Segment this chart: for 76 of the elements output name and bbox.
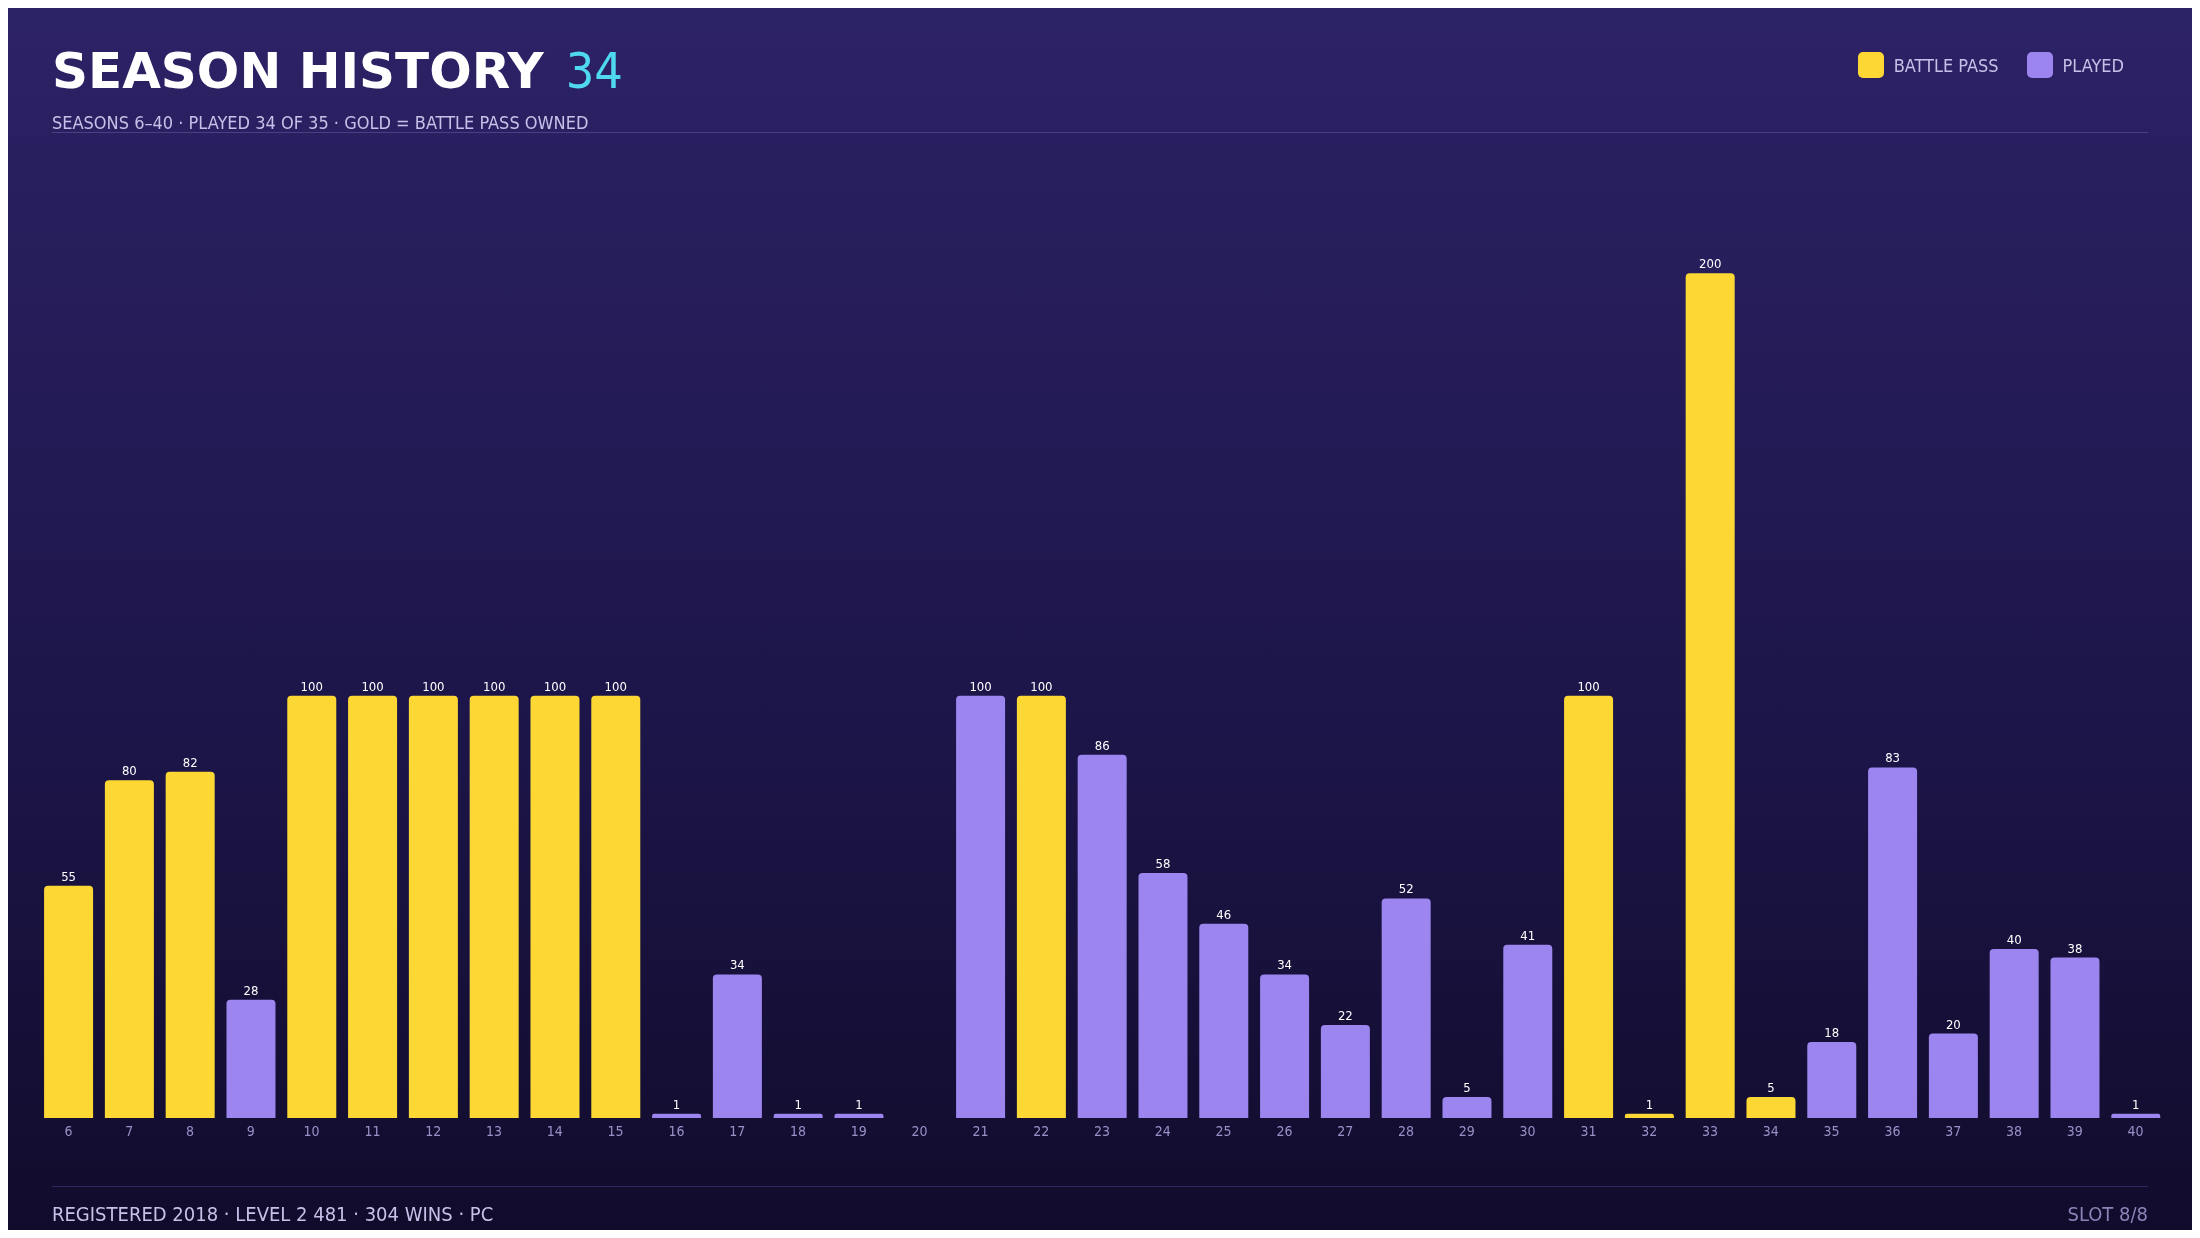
legend-label: PLAYED xyxy=(2061,53,2124,78)
x-tick-label: 32 xyxy=(1641,1122,1658,1139)
data-label: 100 xyxy=(361,678,384,694)
data-label: 1 xyxy=(2132,1096,2140,1112)
data-label: 34 xyxy=(1277,957,1293,973)
data-label: 40 xyxy=(2006,932,2022,948)
data-label: 83 xyxy=(1885,750,1901,766)
data-label: 100 xyxy=(604,678,627,694)
x-tick-label: 28 xyxy=(1397,1122,1415,1139)
x-tick-label: 10 xyxy=(303,1122,320,1139)
x-tick-label: 34 xyxy=(1762,1122,1779,1139)
text: REGISTERED 2018 · LEVEL 2 481 · 304 WINS · PC xyxy=(52,1202,494,1226)
data-label: 100 xyxy=(1030,678,1053,694)
x-tick-label: 11 xyxy=(364,1122,381,1139)
x-tick-label: 24 xyxy=(1154,1122,1171,1139)
x-tick-label: 20 xyxy=(911,1122,928,1139)
data-label: 86 xyxy=(1094,737,1110,753)
data-label: 52 xyxy=(1398,881,1414,897)
data-label: 100 xyxy=(969,678,992,694)
text: 34 xyxy=(565,42,623,100)
x-tick-label: 27 xyxy=(1337,1122,1354,1139)
x-tick-label: 30 xyxy=(1519,1122,1536,1139)
x-tick-label: 31 xyxy=(1580,1122,1597,1139)
x-tick-label: 21 xyxy=(972,1122,989,1139)
data-label: 58 xyxy=(1155,856,1171,872)
data-label: 55 xyxy=(61,868,77,884)
x-tick-label: 9 xyxy=(246,1122,255,1139)
x-tick-label: 38 xyxy=(2005,1122,2023,1139)
data-label: 1 xyxy=(855,1096,863,1112)
x-tick-label: 36 xyxy=(1884,1122,1901,1139)
x-tick-label: 22 xyxy=(1033,1122,1050,1139)
x-tick-label: 16 xyxy=(668,1122,685,1139)
chart-subtitle: SEASONS 6–40 · PLAYED 34 OF 35 · GOLD = BATTLE PASS OWNED xyxy=(52,112,589,133)
data-label: 46 xyxy=(1216,906,1232,922)
data-label: 100 xyxy=(422,678,445,694)
x-tick-label: 39 xyxy=(2066,1122,2083,1139)
x-tick-label: 23 xyxy=(1093,1122,1111,1139)
data-label: 38 xyxy=(2067,940,2083,956)
data-label: 1 xyxy=(672,1096,681,1112)
x-tick-label: 29 xyxy=(1458,1122,1475,1139)
data-label: 5 xyxy=(1767,1079,1775,1095)
data-label: 28 xyxy=(243,982,259,998)
x-tick-label: 12 xyxy=(425,1122,442,1139)
data-label: 34 xyxy=(729,957,745,973)
x-tick-label: 37 xyxy=(1945,1122,1962,1139)
x-tick-label: 25 xyxy=(1215,1122,1232,1139)
data-label: 100 xyxy=(543,678,567,694)
data-label: 82 xyxy=(182,754,198,770)
data-label: 80 xyxy=(121,763,137,779)
x-tick-label: 13 xyxy=(485,1122,503,1139)
text: SLOT 8/8 xyxy=(2067,1202,2148,1226)
data-label: 1 xyxy=(1645,1096,1654,1112)
x-tick-label: 6 xyxy=(64,1122,73,1139)
x-tick-label: 18 xyxy=(789,1122,807,1139)
x-tick-label: 14 xyxy=(546,1122,563,1139)
chart-title: SEASON HISTORY xyxy=(52,42,544,100)
x-tick-label: 33 xyxy=(1701,1122,1719,1139)
data-label: 100 xyxy=(1577,678,1600,694)
data-label: 18 xyxy=(1824,1024,1840,1040)
x-tick-label: 7 xyxy=(125,1122,134,1139)
data-label: 200 xyxy=(1699,256,1722,272)
x-tick-label: 17 xyxy=(729,1122,746,1139)
x-tick-label: 8 xyxy=(185,1122,195,1139)
x-tick-label: 19 xyxy=(850,1122,867,1139)
data-label: 1 xyxy=(794,1096,802,1112)
legend-label: BATTLE PASS xyxy=(1892,53,1999,78)
data-label: 22 xyxy=(1337,1008,1353,1024)
x-tick-label: 35 xyxy=(1823,1122,1840,1139)
data-label: 5 xyxy=(1463,1079,1471,1095)
x-tick-label: 15 xyxy=(607,1122,624,1139)
data-label: 41 xyxy=(1520,927,1536,943)
data-label: 100 xyxy=(483,678,506,694)
data-label: 20 xyxy=(1945,1016,1961,1032)
data-label: 100 xyxy=(300,678,323,694)
x-tick-label: 40 xyxy=(2127,1122,2144,1139)
x-tick-label: 26 xyxy=(1276,1122,1293,1139)
